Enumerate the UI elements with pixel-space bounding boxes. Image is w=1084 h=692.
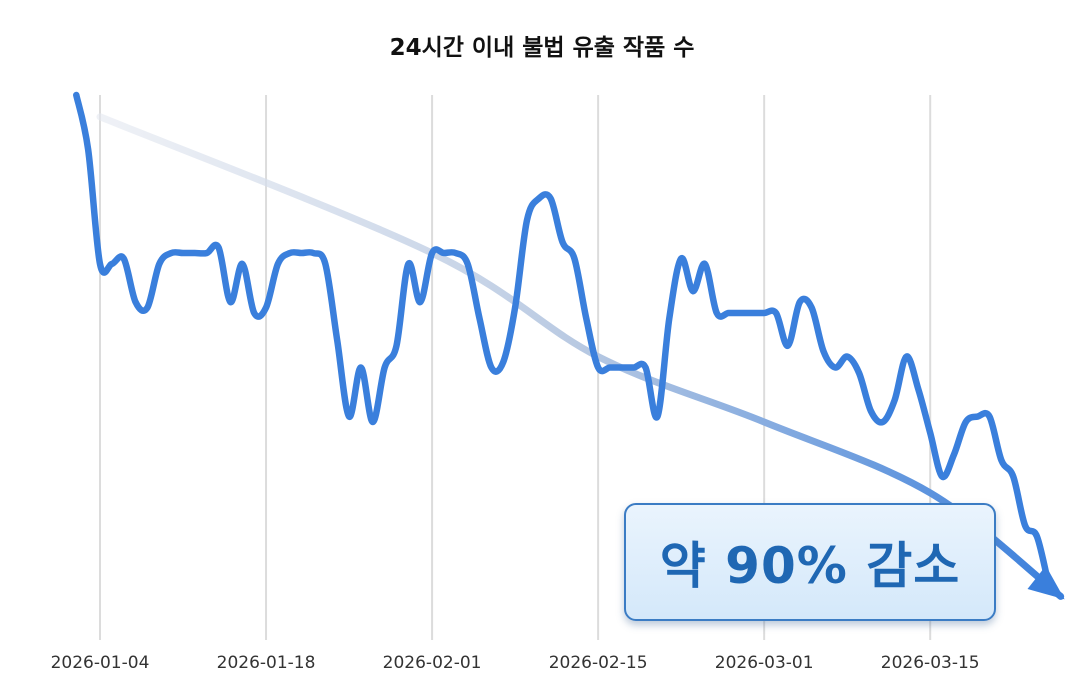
reduction-callout: 약 90% 감소 xyxy=(624,503,996,621)
x-tick-label: 2026-01-18 xyxy=(217,653,316,673)
x-tick-label: 2026-01-04 xyxy=(51,653,150,673)
callout-text: 약 90% 감소 xyxy=(659,537,961,595)
trend-arrow-line xyxy=(96,113,1065,600)
series-line xyxy=(73,91,1053,589)
x-tick-label: 2026-02-15 xyxy=(549,653,648,673)
x-tick-label: 2026-03-15 xyxy=(881,653,980,673)
chart-title: 24시간 이내 불법 유출 작품 수 xyxy=(389,35,695,61)
x-tick-label: 2026-03-01 xyxy=(715,653,814,673)
x-tick-label: 2026-02-01 xyxy=(383,653,482,673)
